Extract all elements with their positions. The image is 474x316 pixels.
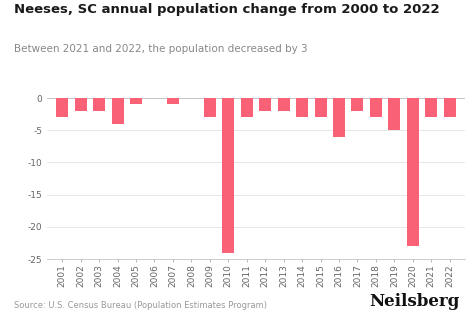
Text: Neeses, SC annual population change from 2000 to 2022: Neeses, SC annual population change from… [14, 3, 440, 16]
Bar [130, 98, 142, 105]
Bar [333, 98, 345, 137]
Bar [388, 98, 401, 130]
Text: Between 2021 and 2022, the population decreased by 3: Between 2021 and 2022, the population de… [14, 44, 308, 54]
Bar [204, 98, 216, 117]
Bar [56, 98, 68, 117]
Bar [74, 98, 87, 111]
Bar [278, 98, 290, 111]
Bar [93, 98, 105, 111]
Bar [444, 98, 456, 117]
Bar [259, 98, 271, 111]
Bar [315, 98, 327, 117]
Text: Neilsberg: Neilsberg [369, 293, 460, 310]
Bar [167, 98, 179, 105]
Bar [425, 98, 438, 117]
Text: Source: U.S. Census Bureau (Population Estimates Program): Source: U.S. Census Bureau (Population E… [14, 301, 267, 310]
Bar [352, 98, 364, 111]
Bar [241, 98, 253, 117]
Bar [222, 98, 234, 253]
Bar [296, 98, 308, 117]
Bar [370, 98, 382, 117]
Bar [111, 98, 124, 124]
Bar [407, 98, 419, 246]
